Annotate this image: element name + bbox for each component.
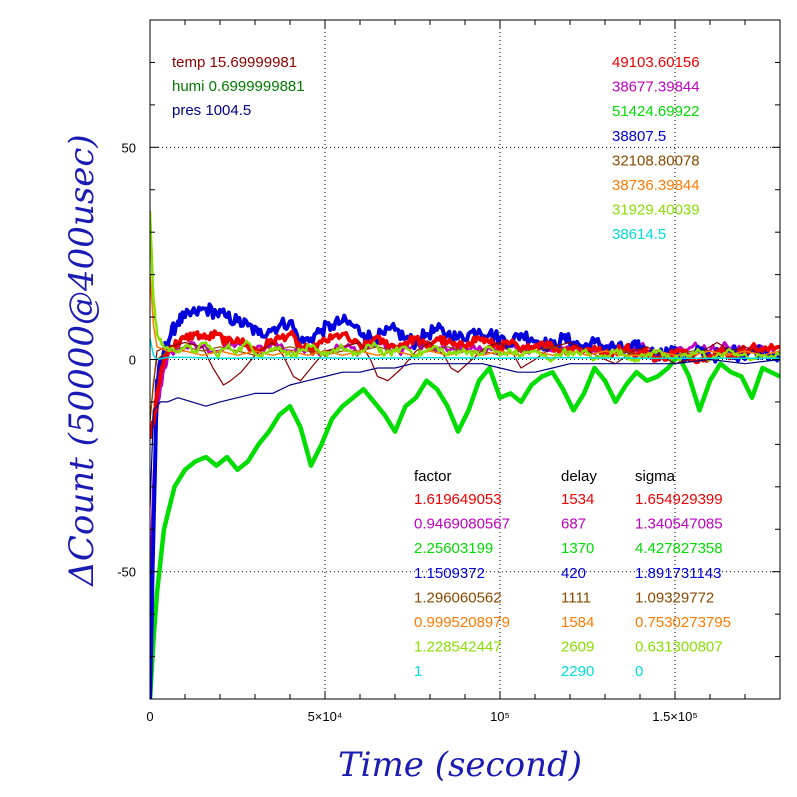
baseline-value: 49103.60156 bbox=[612, 54, 700, 71]
table-cell-factor: 0.9469080567 bbox=[414, 516, 510, 533]
series-line-0 bbox=[150, 353, 780, 699]
table-cell-sigma: 0.7530273795 bbox=[635, 614, 731, 631]
baseline-value: 38736.39844 bbox=[612, 177, 700, 194]
table-cell-delay: 1111 bbox=[561, 589, 591, 606]
env-reading: temp 15.69999981 bbox=[172, 54, 297, 71]
x-tick-label: 5×10⁴ bbox=[308, 709, 343, 724]
y-tick-label: 0 bbox=[129, 353, 136, 368]
table-cell-sigma: 0 bbox=[635, 663, 643, 680]
table-cell-delay: 1370 bbox=[561, 540, 594, 557]
environment-readout: temp 15.69999981 humi 0.6999999881 pres 10… bbox=[172, 54, 305, 119]
table-cell-sigma: 1.09329772 bbox=[635, 589, 714, 606]
table-cell-sigma: 4.427827358 bbox=[635, 540, 723, 557]
table-cell-factor: 1.228542447 bbox=[414, 639, 502, 656]
table-header-sigma: sigma bbox=[635, 468, 676, 485]
table-cell-factor: 1.296060562 bbox=[414, 589, 502, 606]
table-cell-delay: 420 bbox=[561, 565, 586, 582]
table-header-factor: factor bbox=[414, 468, 452, 485]
table-cell-factor: 1.619649053 bbox=[414, 491, 502, 508]
series-line-9 bbox=[150, 358, 780, 509]
series-layer bbox=[150, 210, 780, 699]
series-line-7 bbox=[150, 210, 780, 363]
table-cell-factor: 1.1509372 bbox=[414, 565, 485, 582]
baseline-value: 51424.69922 bbox=[612, 103, 700, 120]
table-cell-factor: 2.25603199 bbox=[414, 540, 493, 557]
table-cell-sigma: 1.340547085 bbox=[635, 516, 723, 533]
baseline-value: 38614.5 bbox=[612, 226, 666, 243]
env-reading: humi 0.6999999881 bbox=[172, 78, 305, 95]
env-reading: pres 1004.5 bbox=[172, 102, 251, 119]
table-cell-factor: 1 bbox=[414, 663, 422, 680]
table-cell-sigma: 1.891731143 bbox=[635, 565, 721, 582]
series-line-8 bbox=[150, 338, 780, 361]
x-axis-title: Time (second) bbox=[338, 745, 582, 785]
baseline-value: 38677.39844 bbox=[612, 79, 700, 96]
table-cell-delay: 687 bbox=[561, 516, 586, 533]
table-cell-delay: 1534 bbox=[561, 491, 594, 508]
baseline-value: 38807.5 bbox=[612, 128, 666, 145]
y-tick-label: 50 bbox=[122, 140, 136, 155]
tick-labels: 0 5×10⁴ 10⁵ 1.5×10⁵ -50 0 50 bbox=[117, 140, 698, 724]
y-tick-label: -50 bbox=[117, 565, 136, 580]
baseline-values: 49103.60156 38677.39844 51424.69922 38807.5… bbox=[612, 54, 700, 243]
x-tick-label: 0 bbox=[146, 709, 153, 724]
series-line-3 bbox=[150, 329, 780, 439]
x-tick-label: 10⁵ bbox=[490, 709, 510, 724]
table-cell-delay: 2290 bbox=[561, 663, 594, 680]
table-cell-sigma: 1.654929399 bbox=[635, 491, 723, 508]
baseline-value: 31929.40039 bbox=[612, 202, 700, 219]
table-header-delay: delay bbox=[561, 468, 597, 485]
y-axis-title: ΔCount (50000@400usec) bbox=[62, 134, 102, 587]
table-cell-sigma: 0.631300807 bbox=[635, 639, 723, 656]
x-tick-label: 1.5×10⁵ bbox=[652, 709, 698, 724]
table-cell-factor: 0.9995208979 bbox=[414, 614, 510, 631]
table-cell-delay: 2609 bbox=[561, 639, 594, 656]
table-cell-delay: 1584 bbox=[561, 614, 594, 631]
baseline-value: 32108.80078 bbox=[612, 152, 700, 169]
tick-marks bbox=[149, 19, 781, 700]
fit-table: factor delay sigma 1.619649053 1534 1.6549293… bbox=[414, 468, 731, 680]
